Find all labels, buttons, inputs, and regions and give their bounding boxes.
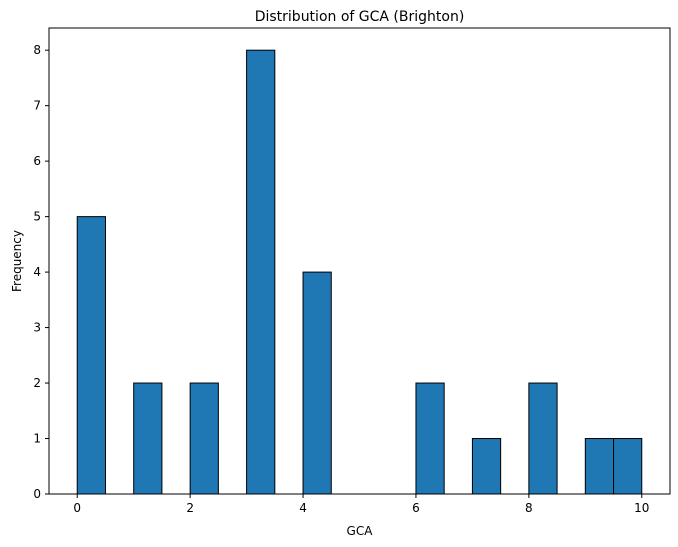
x-tick-label-0: 0 (73, 501, 81, 515)
y-axis-label: Frequency (10, 230, 24, 292)
y-tick-label-5: 5 (33, 210, 41, 224)
histogram-bar-6 (471, 438, 502, 495)
histogram-bar-3 (246, 49, 276, 495)
histogram-bar-8 (584, 438, 615, 495)
bars-group (76, 49, 643, 495)
plot-frame (48, 27, 671, 495)
x-tick-label-2: 2 (186, 501, 194, 515)
x-tick-label-4: 4 (299, 501, 307, 515)
histogram-bar-9 (613, 438, 643, 495)
x-tick-label-6: 6 (412, 501, 420, 515)
y-tick-label-3: 3 (33, 321, 41, 335)
x-axis-ticks: 0 2 4 6 8 10 (73, 494, 649, 515)
chart-title: Distribution of GCA (Brighton) (255, 9, 465, 25)
histogram-bar-2 (189, 382, 219, 495)
y-tick-label-4: 4 (33, 265, 41, 279)
y-tick-label-8: 8 (33, 43, 41, 57)
histogram-bar-0 (76, 216, 106, 495)
y-axis-ticks: 0 1 2 3 4 5 6 7 8 (33, 43, 49, 501)
x-tick-label-10: 10 (634, 501, 649, 515)
histogram-bar-7 (528, 382, 558, 495)
y-tick-label-1: 1 (33, 432, 41, 446)
y-tick-label-0: 0 (33, 487, 41, 501)
y-tick-label-7: 7 (33, 99, 41, 113)
histogram-bar-5 (415, 382, 445, 495)
x-axis-label: GCA (347, 524, 374, 538)
histogram-bar-1 (133, 382, 163, 495)
y-tick-label-6: 6 (33, 154, 41, 168)
y-tick-label-2: 2 (33, 376, 41, 390)
histogram-bar-4 (302, 271, 332, 495)
x-tick-label-8: 8 (525, 501, 533, 515)
